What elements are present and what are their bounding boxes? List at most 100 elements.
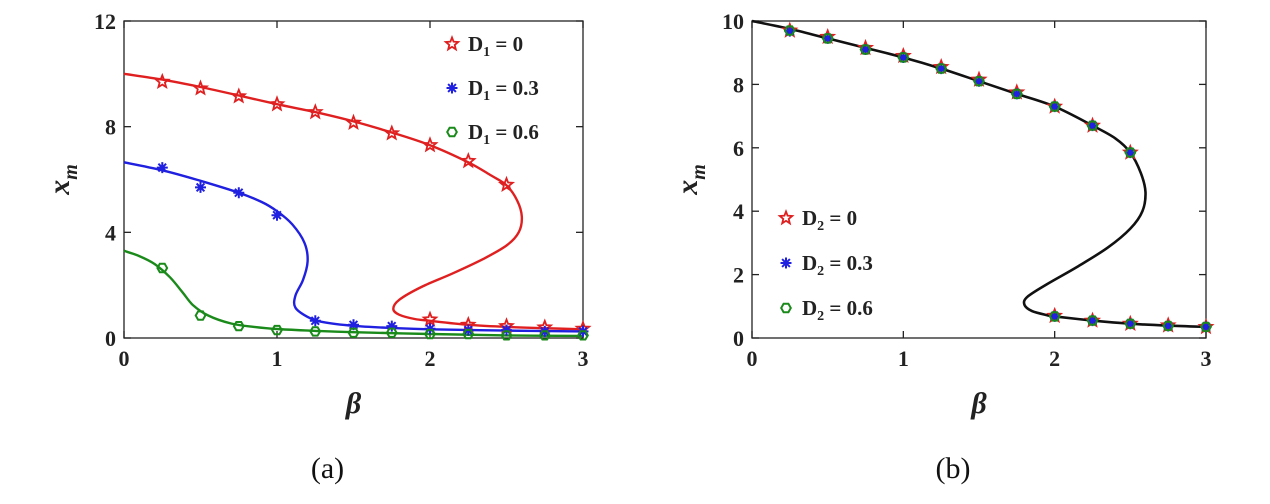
legend-label-value: = 0.3 (824, 251, 873, 275)
series-2-point (156, 162, 168, 174)
series-1-point (459, 152, 477, 169)
x-tick-label: 1 (272, 346, 283, 371)
series-2-point (1162, 320, 1174, 332)
legend-marker-2 (446, 82, 458, 94)
legend-label-main: D (802, 251, 817, 275)
y-tick-label: 0 (733, 326, 744, 351)
y-axis-label: xm (43, 164, 82, 196)
series-3-point (859, 44, 872, 55)
series-3-point (194, 310, 207, 321)
legend-label-subscript: 2 (817, 309, 824, 324)
series-3-point (1048, 101, 1061, 112)
series-3-point (347, 327, 360, 338)
series-2-point (1011, 88, 1023, 100)
series-2-point (1049, 310, 1061, 322)
y-tick-label: 6 (733, 136, 744, 161)
series-curve-3 (123, 249, 584, 338)
x-tick-label: 0 (747, 346, 758, 371)
series-2-point (973, 75, 985, 87)
series-curve (751, 19, 1207, 329)
legend-marker-1 (443, 34, 461, 52)
series-2-point (897, 52, 909, 63)
series-2-point (860, 44, 871, 55)
x-tick-label: 3 (1201, 346, 1212, 371)
y-axis-label-subscript: m (688, 164, 710, 180)
series-curve-1 (123, 72, 584, 331)
legend-label-main: D (468, 120, 483, 144)
series-3-point (309, 326, 322, 337)
legend-label-main: D (802, 206, 817, 230)
series-2-point (1087, 120, 1098, 132)
series-3-point (156, 262, 169, 274)
x-axis-label: β (345, 387, 362, 420)
legend-label-3: D1 = 0.6 (468, 120, 539, 148)
series-2-point (195, 181, 206, 193)
series-1-point (306, 103, 324, 120)
series-3-point (1124, 147, 1137, 158)
series-3-point (821, 33, 834, 44)
series-2-point (233, 187, 245, 199)
series-3-point (424, 328, 436, 340)
legend-marker-1 (777, 208, 795, 226)
series-2-point (386, 320, 398, 332)
legend-label-value: = 0.6 (490, 120, 539, 144)
y-tick-label: 8 (733, 72, 744, 97)
series-2-point (784, 25, 796, 37)
legend-label-subscript: 2 (817, 219, 824, 234)
series-3-point (783, 25, 796, 36)
series-2-point (1124, 147, 1136, 159)
legend-marker-3 (780, 302, 792, 314)
legend-label-value: = 0 (824, 206, 857, 230)
x-tick-label: 2 (1049, 346, 1060, 371)
series-2-point (309, 315, 321, 327)
series-2-point (935, 63, 947, 75)
series-1-point (153, 72, 171, 89)
series-1-point (268, 95, 286, 112)
legend-label-subscript: 2 (817, 264, 824, 279)
series-2-point (1200, 321, 1212, 333)
legend-label-3: D2 = 0.6 (802, 296, 873, 324)
legend-marker-2 (780, 257, 792, 269)
legend-marker-3 (446, 126, 458, 138)
legend-label-value: = 0.6 (824, 296, 873, 320)
series-1-point (421, 136, 439, 153)
series-3-point (232, 321, 245, 332)
series-3-point (973, 76, 985, 87)
x-tick-label: 0 (119, 346, 130, 371)
series-3-point (500, 330, 513, 341)
series-2-point (501, 324, 512, 336)
legend-label-2: D2 = 0.3 (802, 251, 873, 279)
series-3-point (935, 63, 948, 74)
series-2-point (1049, 101, 1061, 113)
series-1-point (383, 124, 401, 141)
series-1-point (191, 79, 210, 96)
x-axis-label: β (970, 387, 987, 420)
legend-label-main: D (802, 296, 817, 320)
series-3-point (1200, 321, 1212, 333)
legend-label-main: D (468, 76, 483, 100)
series-2-point (822, 32, 834, 44)
x-tick-label: 2 (425, 346, 436, 371)
series-3-point (1048, 311, 1061, 322)
legend-label-2: D1 = 0.3 (468, 76, 539, 104)
legend-label-subscript: 1 (483, 133, 490, 148)
y-axis-label: xm (671, 164, 710, 196)
series-3-point (538, 330, 551, 341)
legend-label-value: = 0 (490, 32, 523, 56)
x-tick-label: 3 (578, 346, 589, 371)
plot-frame (751, 20, 1207, 339)
series-3-point (1086, 315, 1099, 326)
y-tick-label: 8 (105, 115, 116, 140)
series-1-point (230, 87, 248, 104)
series-1-point (421, 310, 439, 327)
plot-frame (123, 20, 584, 339)
series-2-point (1124, 318, 1136, 330)
series-3-point (385, 327, 398, 338)
y-tick-label: 0 (105, 326, 116, 351)
y-tick-label: 4 (733, 199, 744, 224)
panel-caption: (b) (936, 452, 971, 485)
y-tick-label: 4 (105, 220, 116, 245)
